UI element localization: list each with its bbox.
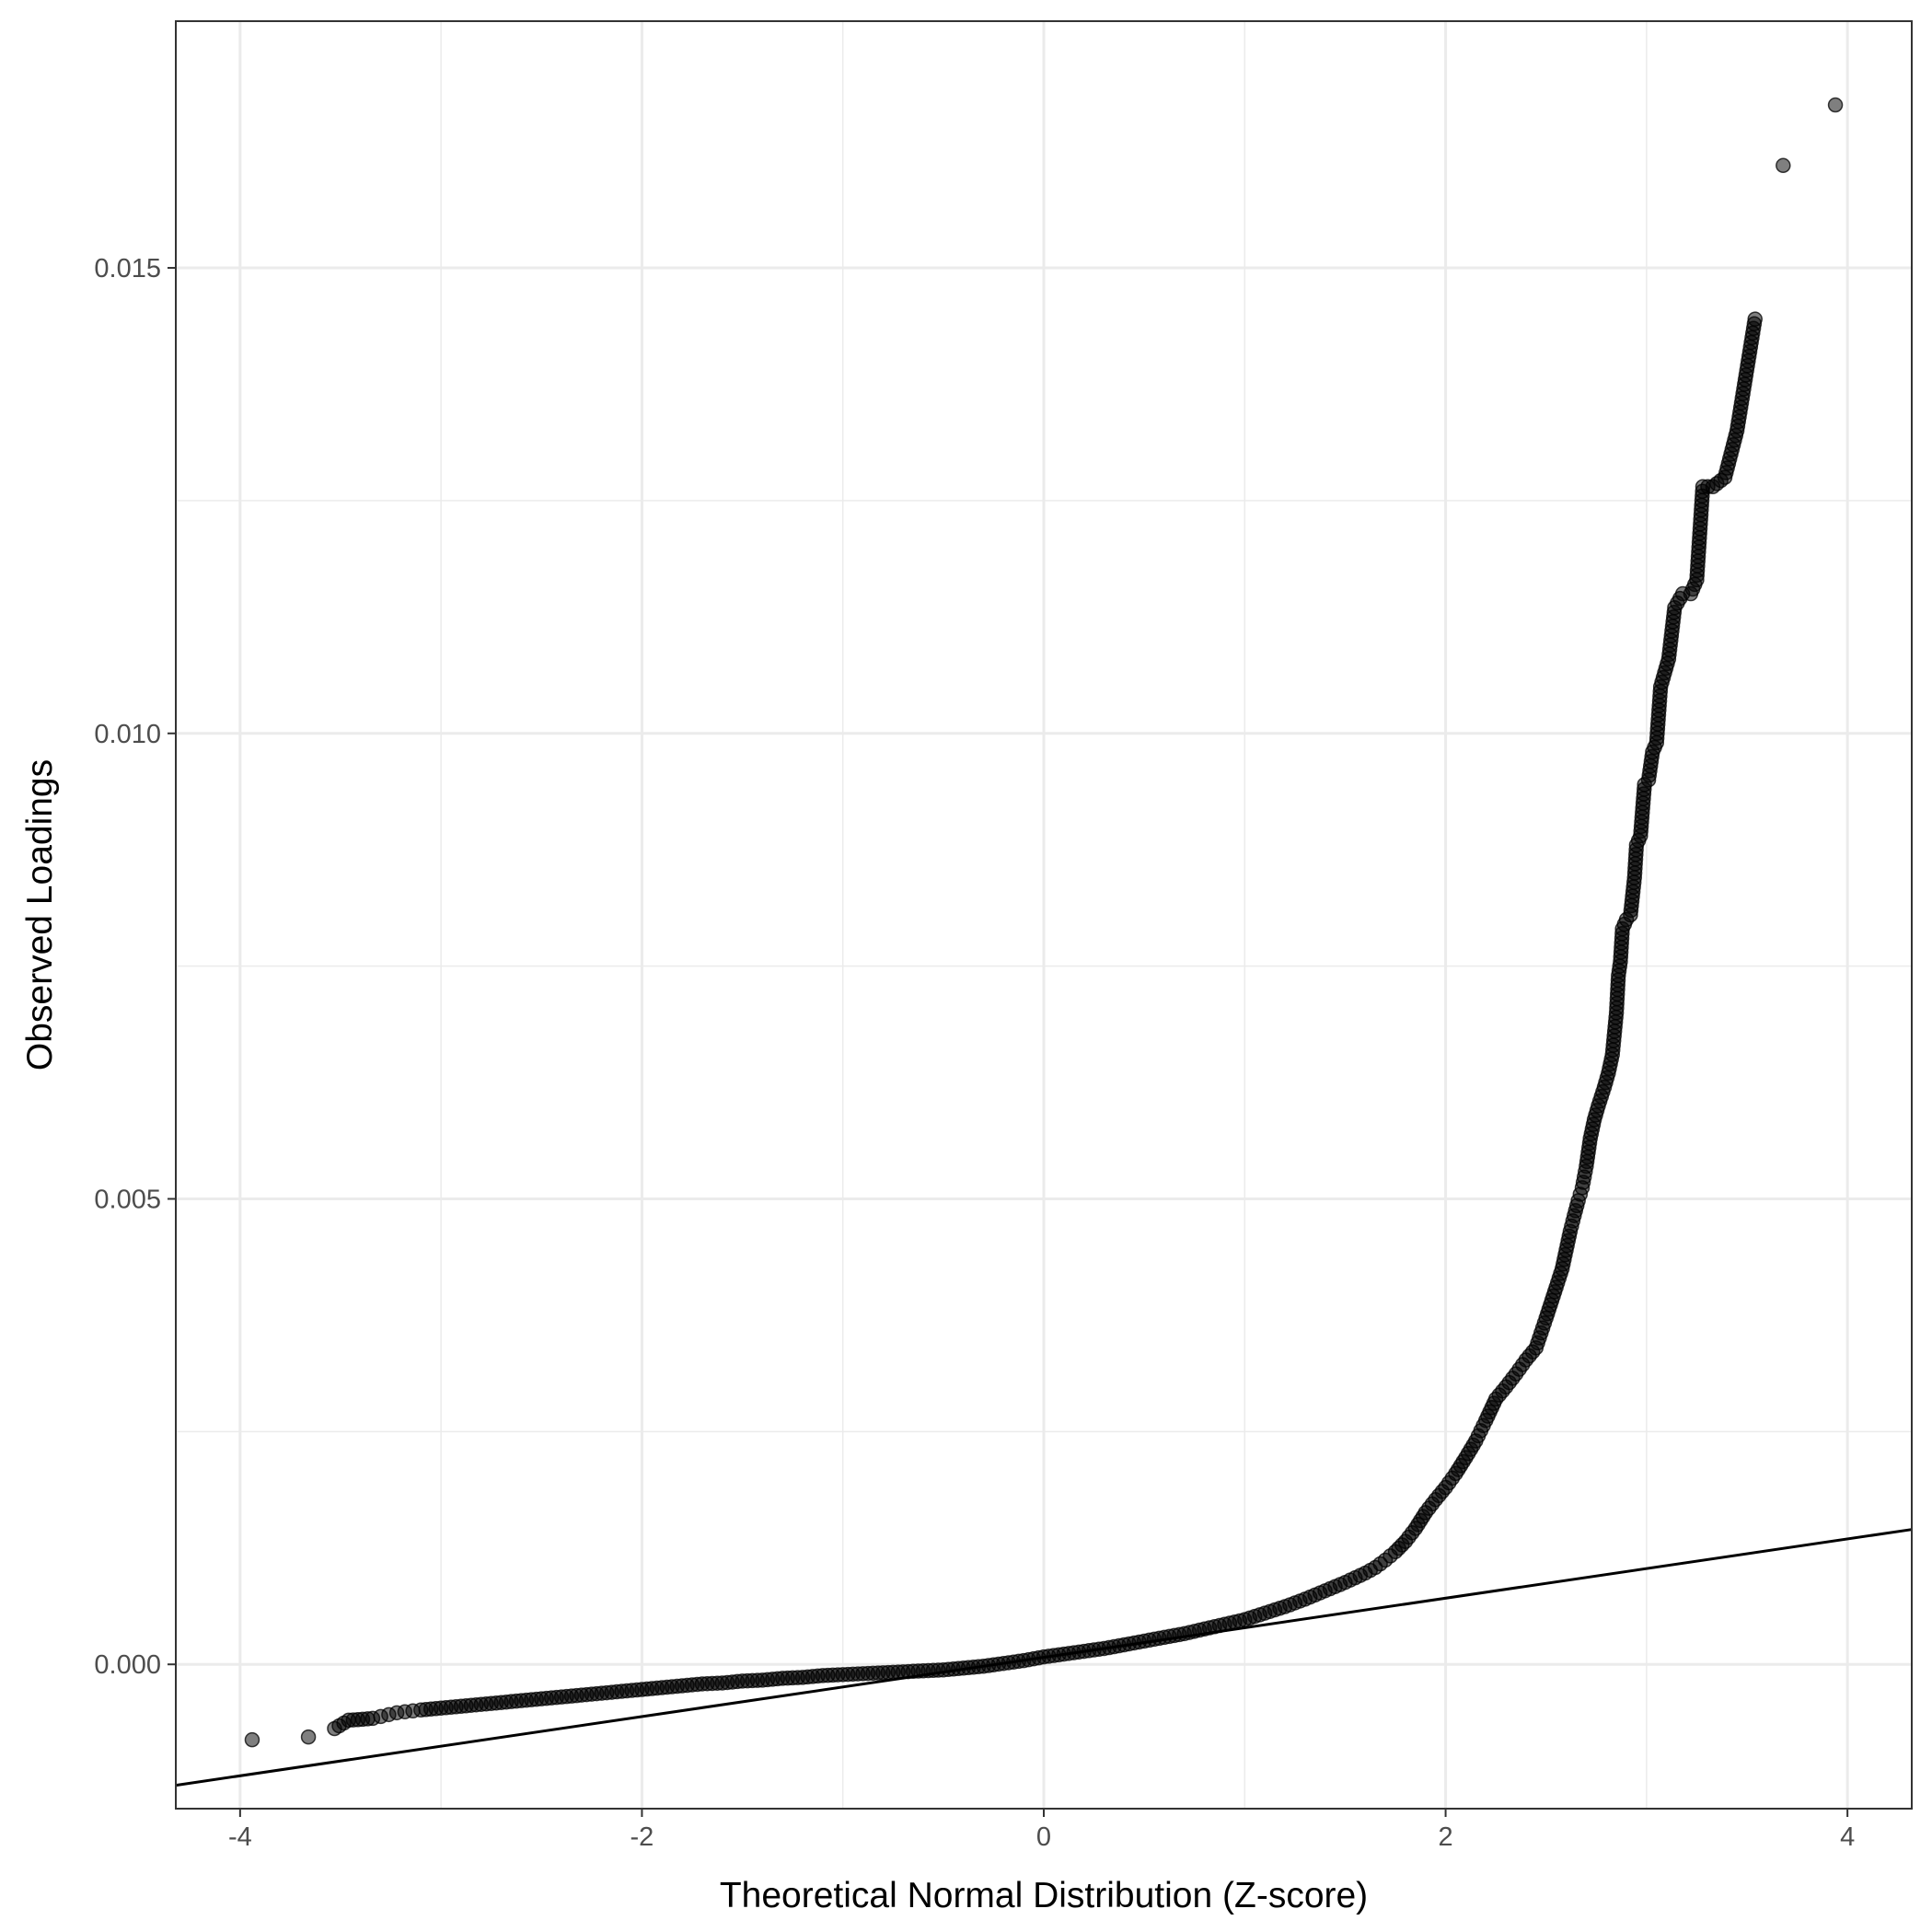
y-tick-label: 0.005 (94, 1185, 161, 1214)
y-axis-title: Observed Loadings (20, 759, 60, 1070)
x-tick-label: 2 (1439, 1822, 1453, 1852)
data-point (1776, 157, 1791, 174)
y-tick-label: 0.000 (94, 1650, 161, 1680)
x-tick-label: 4 (1840, 1822, 1855, 1852)
x-axis-title: Theoretical Normal Distribution (Z-score… (720, 1876, 1368, 1915)
y-tick-label: 0.010 (94, 720, 161, 749)
x-tick-label: -2 (631, 1822, 654, 1852)
data-point (244, 1731, 260, 1748)
x-tick-label: -4 (228, 1822, 252, 1852)
data-point (300, 1729, 317, 1745)
grid (176, 21, 1912, 1809)
x-tick-label: 0 (1036, 1822, 1051, 1852)
y-tick-label: 0.015 (94, 254, 161, 283)
axis-ticks: -4 -2 0 2 4 0.000 0.005 0.010 0.015 (94, 254, 1855, 1852)
data-point (1827, 97, 1844, 113)
data-points (244, 97, 1844, 1748)
data-point (1747, 311, 1763, 327)
